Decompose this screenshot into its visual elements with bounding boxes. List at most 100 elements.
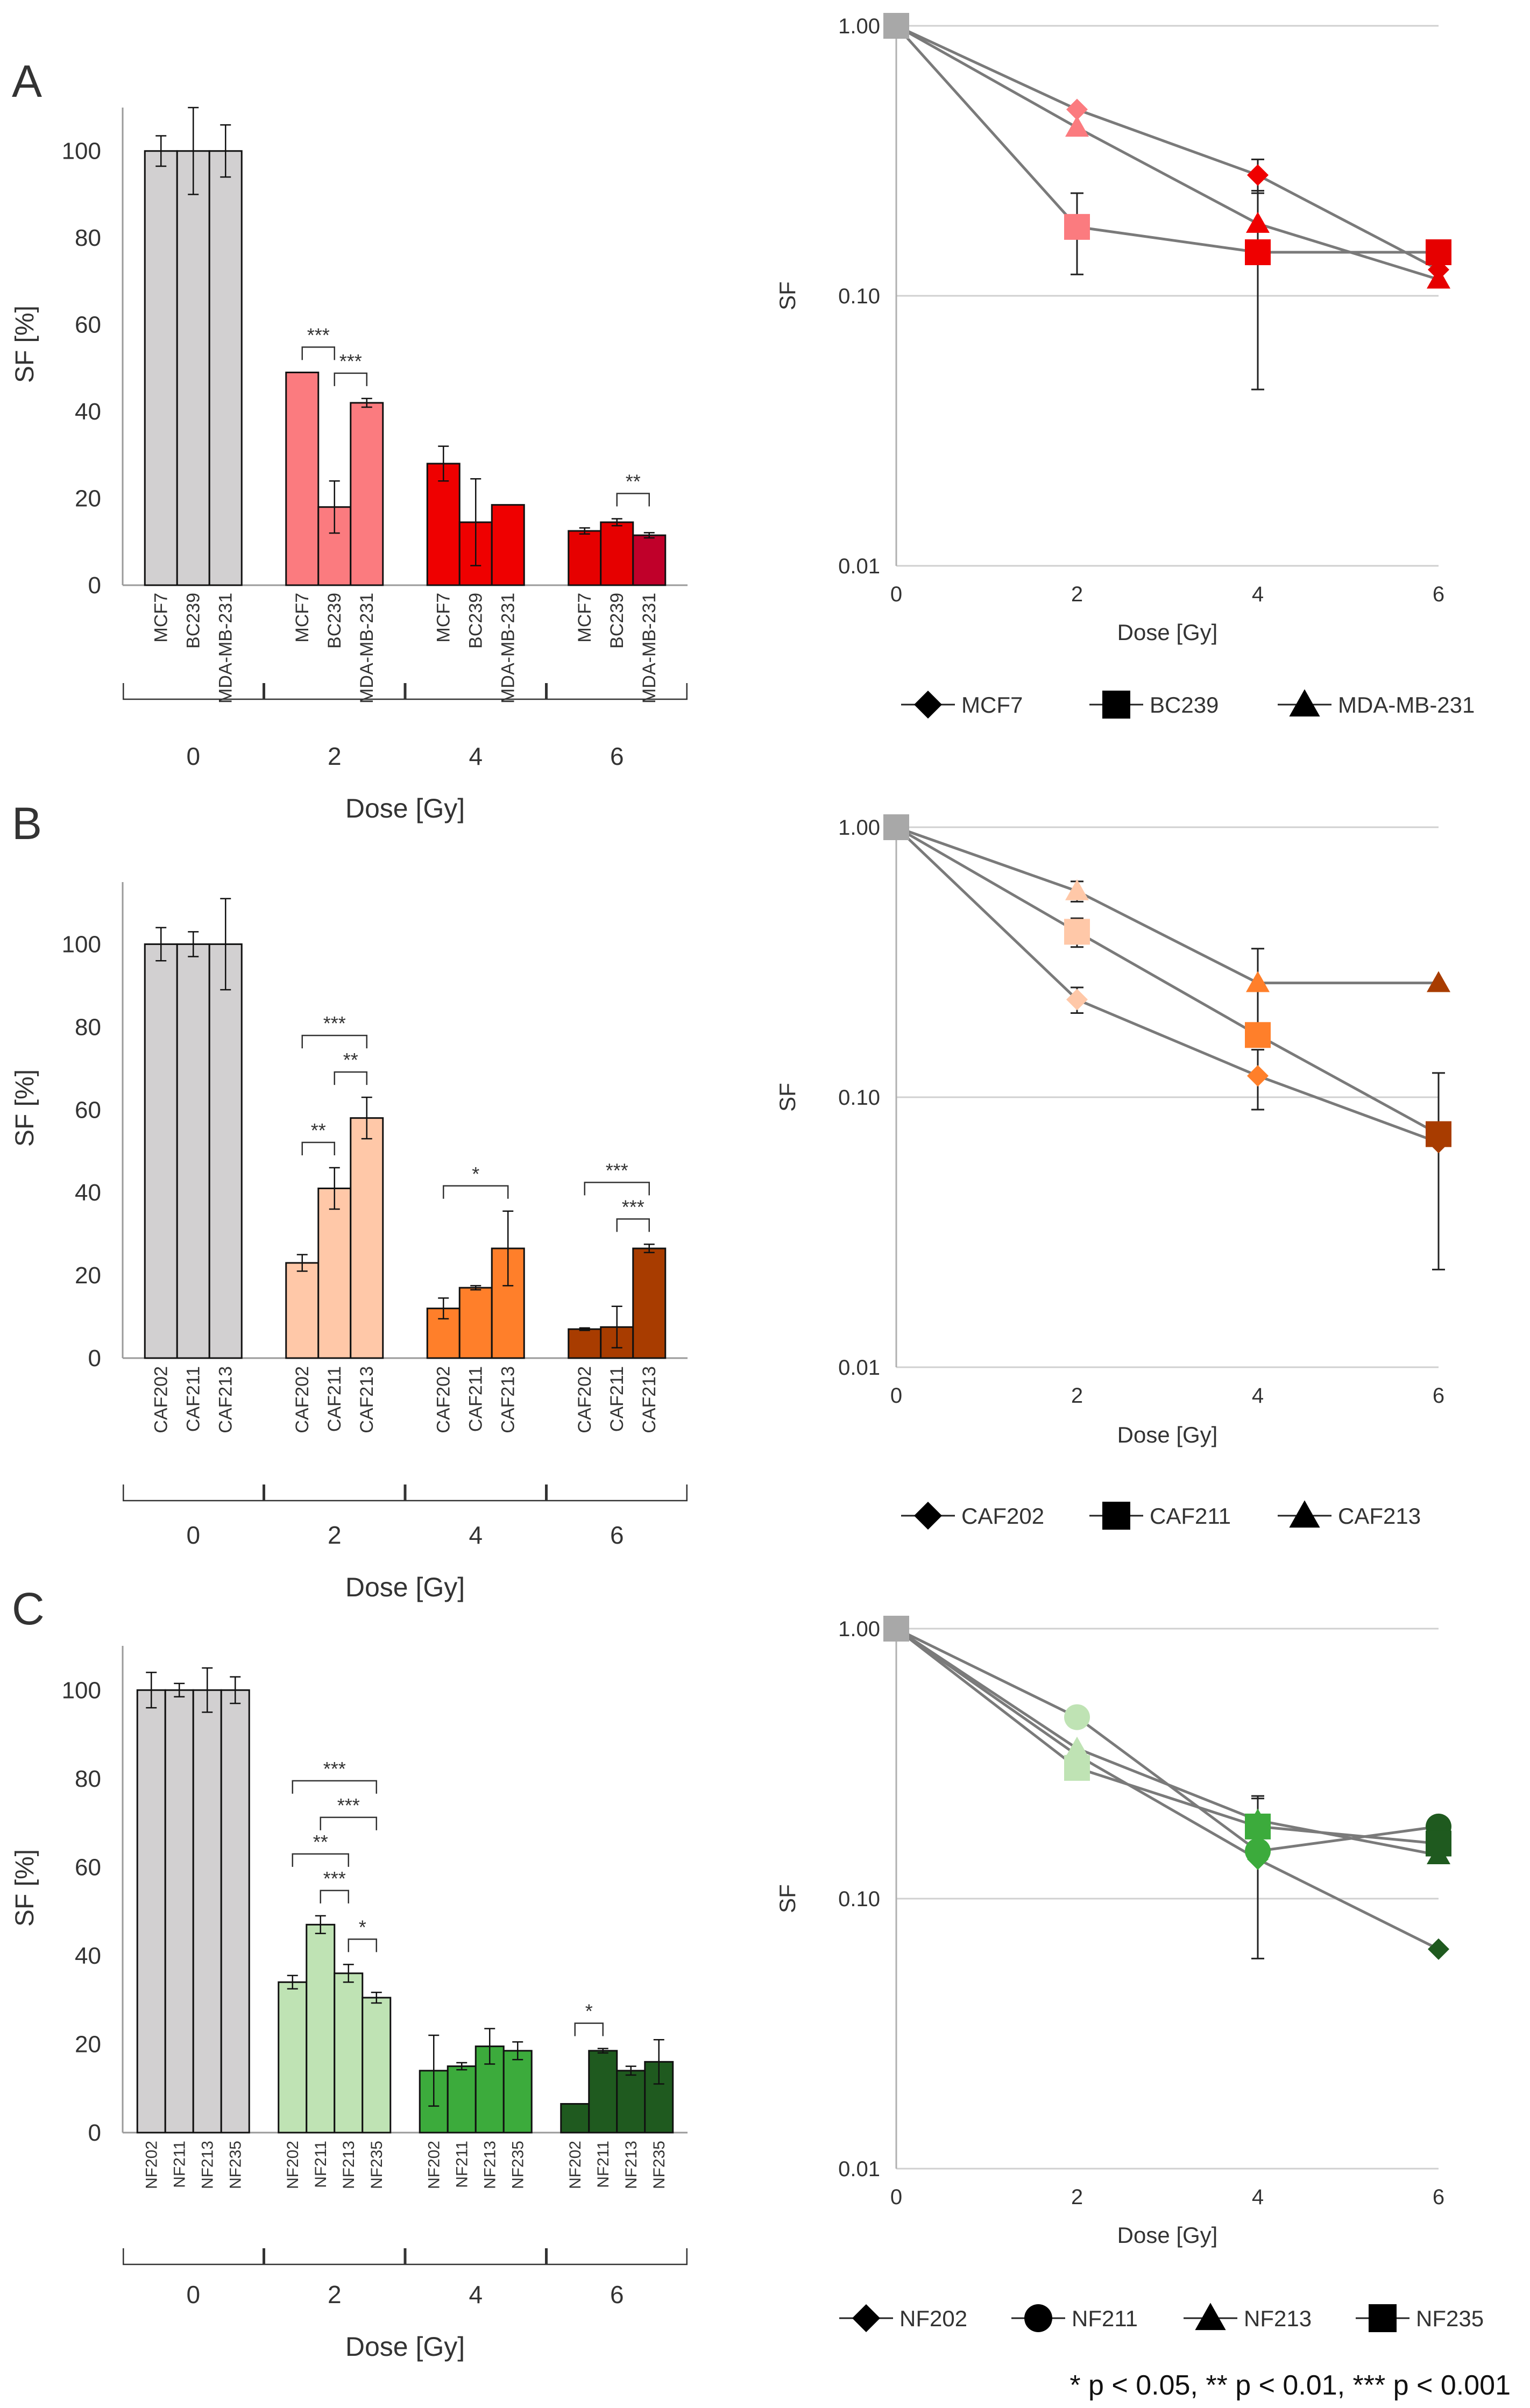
data-point <box>884 815 908 836</box>
y-tick-label: 80 <box>75 1766 101 1792</box>
legend-marker <box>852 2304 880 2332</box>
category-label: MCF7 <box>575 593 595 643</box>
data-point <box>1247 164 1269 186</box>
x-tick-label: 0 <box>890 583 902 606</box>
y-tick-label: 1.00 <box>838 15 880 38</box>
group-bracket <box>546 2248 688 2265</box>
x-tick-label: 6 <box>1433 583 1444 606</box>
significance-label: *** <box>307 324 330 346</box>
dose-tick-label: 2 <box>328 742 342 770</box>
significance-bracket <box>292 1780 377 1794</box>
x-tick-label: 0 <box>890 2185 902 2209</box>
category-label: MCF7 <box>151 593 172 643</box>
x-axis-title: Dose [Gy] <box>1117 620 1218 645</box>
category-label: NF211 <box>453 2141 471 2188</box>
x-tick-label: 2 <box>1071 2185 1083 2209</box>
data-point <box>1064 214 1090 240</box>
y-tick-label: 0 <box>88 572 101 599</box>
dose-tick-label: 0 <box>186 2281 200 2308</box>
data-point <box>884 14 908 35</box>
category-label: CAF202 <box>151 1366 172 1433</box>
category-label: CAF202 <box>575 1366 595 1433</box>
category-label: NF202 <box>143 2141 160 2189</box>
legend-label: NF202 <box>899 2306 967 2331</box>
y-axis-title: SF [%] <box>11 1069 39 1147</box>
legend-label: MCF7 <box>961 692 1023 718</box>
category-label: BC239 <box>466 593 486 649</box>
legend-marker <box>1289 1500 1320 1528</box>
data-point <box>1246 211 1270 233</box>
legend-marker <box>1102 691 1130 719</box>
bar <box>136 1689 166 2134</box>
group-bracket <box>405 2248 547 2265</box>
bar <box>285 371 320 586</box>
data-point <box>1065 116 1089 137</box>
category-label: NF211 <box>594 2141 612 2188</box>
category-label: NF235 <box>226 2141 244 2189</box>
significance-bracket <box>584 1182 650 1196</box>
y-tick-label: 0.10 <box>838 285 880 308</box>
data-point <box>1066 989 1088 1011</box>
significance-bracket <box>301 1141 335 1155</box>
dose-tick-label: 0 <box>186 1521 200 1549</box>
data-point <box>1065 879 1089 900</box>
bar <box>208 150 243 586</box>
data-point <box>1064 1754 1090 1781</box>
data-point <box>1247 1065 1269 1087</box>
x-tick-label: 0 <box>890 1384 902 1408</box>
y-tick-label: 60 <box>75 1097 101 1123</box>
y-tick-label: 20 <box>75 486 101 512</box>
group-bracket <box>405 683 547 700</box>
bar <box>568 530 602 586</box>
category-label: CAF211 <box>324 1366 345 1432</box>
series-line <box>895 826 1439 1144</box>
significance-footnote: * p < 0.05, ** p < 0.01, *** p < 0.001 <box>1069 2370 1511 2401</box>
bar <box>176 943 210 1359</box>
y-tick-label: 40 <box>75 399 101 425</box>
bar <box>616 2070 646 2134</box>
series-line <box>895 24 1440 271</box>
x-tick-label: 4 <box>1252 583 1264 606</box>
x-tick-label: 2 <box>1071 1384 1083 1408</box>
legend-marker <box>914 691 942 719</box>
category-label: NF202 <box>566 2141 584 2189</box>
significance-label: *** <box>323 1758 346 1780</box>
bar <box>632 534 667 586</box>
significance-label: *** <box>323 1867 346 1890</box>
significance-bracket <box>320 1890 349 1903</box>
y-tick-label: 20 <box>75 1262 101 1289</box>
category-label: MCF7 <box>292 593 313 643</box>
panel-label: C <box>12 1583 45 1634</box>
x-tick-label: 6 <box>1433 2185 1444 2209</box>
significance-label: *** <box>606 1159 628 1181</box>
data-point <box>1065 1736 1089 1758</box>
category-label: NF235 <box>650 2141 668 2189</box>
legend-label: CAF202 <box>961 1503 1044 1529</box>
legend-label: NF213 <box>1244 2306 1312 2331</box>
significance-bracket <box>443 1185 509 1199</box>
significance-label: *** <box>622 1196 644 1218</box>
group-bracket <box>264 2248 405 2265</box>
bar <box>176 150 210 586</box>
category-label: NF211 <box>171 2141 188 2188</box>
bar <box>317 1187 352 1359</box>
bar <box>491 504 525 586</box>
category-label: NF213 <box>340 2141 358 2189</box>
significance-label: * <box>472 1163 479 1185</box>
data-point <box>1426 1121 1451 1147</box>
dose-tick-label: 4 <box>469 1521 483 1549</box>
legend-marker <box>1024 2304 1052 2332</box>
line-chart-a: 1.00 0.10 0.01 0 2 4 6 Dose [Gy] SF MCF7 BC239 MDA-… <box>775 13 1475 719</box>
group-bracket <box>123 1484 264 1502</box>
data-point <box>1426 1830 1451 1857</box>
category-label: NF202 <box>284 2141 302 2189</box>
y-axis-title: SF <box>775 281 800 310</box>
bar-chart-b: B 0 20 40 60 80 100 SF [%] CAF202 CAF211 CAF213 0 CA… <box>11 798 688 1602</box>
y-tick-label: 0.01 <box>838 1356 880 1380</box>
category-label: MDA-MB-231 <box>216 593 236 704</box>
significance-bracket <box>616 1218 650 1232</box>
category-label: CAF213 <box>498 1366 519 1433</box>
data-point <box>1426 239 1451 265</box>
y-tick-label: 80 <box>75 225 101 251</box>
x-axis-title: Dose [Gy] <box>345 2332 465 2362</box>
